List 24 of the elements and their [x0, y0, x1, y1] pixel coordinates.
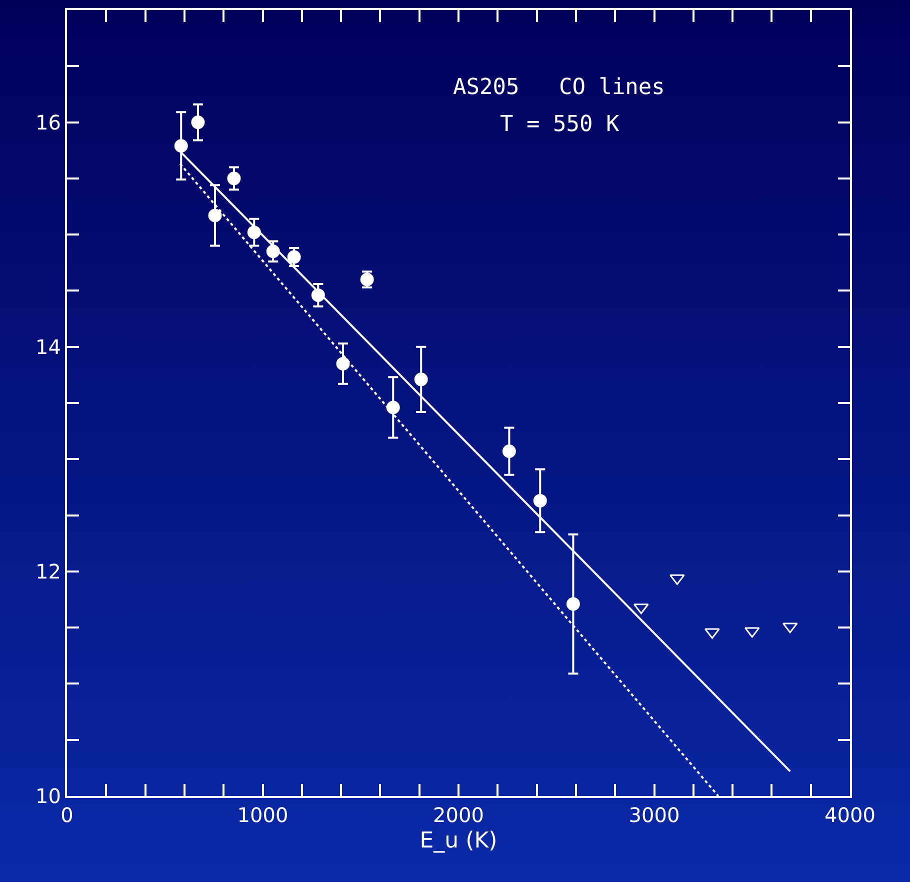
annotation: T = 550 K	[500, 112, 620, 137]
y-tick-label: 14	[36, 334, 61, 359]
y-tick-label: 12	[36, 559, 61, 584]
x-axis-title: E_u (K)	[420, 828, 498, 854]
x-tick-label: 1000	[237, 803, 288, 827]
point	[533, 494, 547, 508]
point	[566, 597, 580, 611]
y-tick-label: 16	[36, 110, 61, 134]
annotation: AS205 CO lines	[453, 75, 665, 100]
x-tick-label: 3000	[628, 803, 680, 827]
point	[336, 356, 350, 370]
point	[386, 400, 400, 414]
point	[502, 444, 516, 458]
x-tick-label: 4000	[824, 803, 876, 827]
point	[174, 139, 188, 153]
point	[227, 172, 241, 186]
y-tick-label: 10	[36, 784, 61, 808]
x-tick-label: 0	[60, 803, 74, 827]
point	[208, 208, 222, 222]
point	[287, 250, 301, 264]
point	[414, 372, 428, 386]
point	[191, 116, 205, 130]
point	[704, 628, 720, 639]
x-tick-label: 2000	[433, 803, 484, 827]
